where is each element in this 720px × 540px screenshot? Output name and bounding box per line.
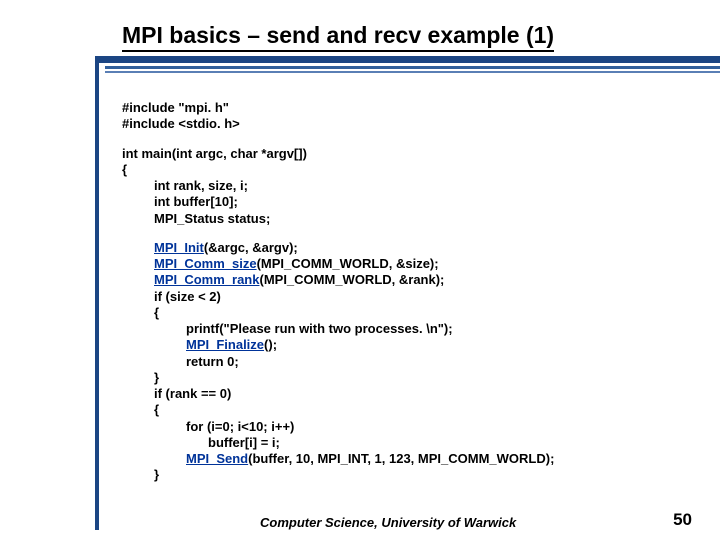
code-line: } — [122, 467, 554, 483]
code-line: buffer[i] = i; — [122, 435, 554, 451]
code-args: (MPI_COMM_WORLD, &rank); — [259, 272, 444, 287]
code-line: int buffer[10]; — [122, 194, 554, 210]
code-line: { — [122, 305, 554, 321]
rule-thick — [95, 56, 720, 63]
code-line: int rank, size, i; — [122, 178, 554, 194]
page-number: 50 — [673, 510, 692, 530]
code-line: for (i=0; i<10; i++) — [122, 419, 554, 435]
code-line: int main(int argc, char *argv[]) — [122, 146, 554, 162]
code-args: (MPI_COMM_WORLD, &size); — [257, 256, 439, 271]
footer: Computer Science, University of Warwick — [260, 515, 516, 530]
code-line: MPI_Send(buffer, 10, MPI_INT, 1, 123, MP… — [122, 451, 554, 467]
code-line: if (size < 2) — [122, 289, 554, 305]
code-line: if (rank == 0) — [122, 386, 554, 402]
code-line: MPI_Comm_rank(MPI_COMM_WORLD, &rank); — [122, 272, 554, 288]
rule-thin — [105, 66, 720, 69]
mpi-fn: MPI_Finalize — [186, 337, 264, 352]
page-title: MPI basics – send and recv example (1) — [122, 22, 554, 52]
title-text: MPI basics – send and recv example (1) — [122, 22, 554, 52]
code-line: return 0; — [122, 354, 554, 370]
code-line: #include "mpi. h" — [122, 100, 554, 116]
rule-thin2 — [105, 71, 720, 73]
code-line: printf("Please run with two processes. \… — [122, 321, 554, 337]
code-block: #include "mpi. h" #include <stdio. h> in… — [122, 100, 554, 497]
code-args: (); — [264, 337, 277, 352]
code-line: MPI_Status status; — [122, 211, 554, 227]
code-line: MPI_Init(&argc, &argv); — [122, 240, 554, 256]
code-line: #include <stdio. h> — [122, 116, 554, 132]
mpi-fn: MPI_Send — [186, 451, 248, 466]
code-line: { — [122, 162, 554, 178]
vertical-bar — [95, 56, 99, 530]
mpi-fn: MPI_Init — [154, 240, 204, 255]
code-line: } — [122, 370, 554, 386]
code-args: (&argc, &argv); — [204, 240, 298, 255]
code-args: (buffer, 10, MPI_INT, 1, 123, MPI_COMM_W… — [248, 451, 554, 466]
code-line: { — [122, 402, 554, 418]
header-rules — [0, 56, 720, 73]
mpi-fn: MPI_Comm_rank — [154, 272, 259, 287]
mpi-fn: MPI_Comm_size — [154, 256, 257, 271]
code-line: MPI_Comm_size(MPI_COMM_WORLD, &size); — [122, 256, 554, 272]
slide: MPI basics – send and recv example (1) #… — [0, 0, 720, 540]
code-line: MPI_Finalize(); — [122, 337, 554, 353]
